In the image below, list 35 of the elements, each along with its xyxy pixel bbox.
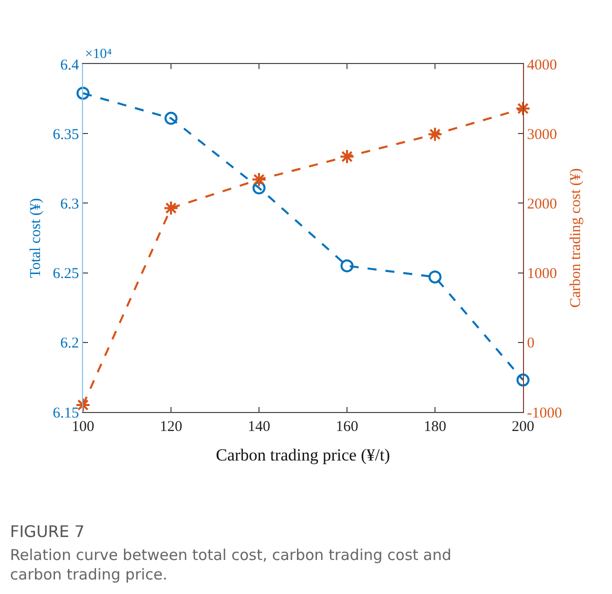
x-tick-label: 160: [336, 419, 358, 435]
y-tick-label: 6.3: [60, 196, 79, 212]
point: [339, 148, 355, 164]
point: [515, 100, 531, 116]
y2-tick-label: 3000: [527, 126, 557, 143]
y-tick-label: 6.4: [60, 57, 80, 74]
y2-tick-label: 4000: [527, 57, 557, 74]
point: [428, 270, 442, 284]
y-tick-label: 6.35: [52, 126, 79, 143]
y2-tick-label: 2000: [527, 196, 557, 212]
x-tick-label: 120: [160, 419, 182, 435]
text: Relation curve between total cost, carbon trading cost and carbon trading price.: [10, 546, 452, 584]
y2-axis-title: Carbon trading cost (¥): [568, 168, 584, 308]
x-tick-label: 140: [248, 419, 270, 435]
y2-tick-label: 0: [527, 336, 534, 352]
y-axis-title: Total cost (¥): [28, 198, 44, 278]
y-tick-label: 6.25: [52, 266, 79, 282]
y-tick-label: 6.2: [60, 336, 79, 352]
point: [251, 172, 267, 188]
y-tick-label: 6.15: [52, 405, 79, 422]
x-tick-label: 180: [424, 419, 446, 435]
point: [252, 181, 266, 194]
caption: FIGURE 7: [10, 522, 85, 541]
text: ×10⁴: [85, 47, 112, 62]
point: [76, 86, 90, 100]
point: [427, 126, 443, 142]
point: [516, 373, 530, 386]
point: [163, 200, 179, 216]
y2-tick-label: -1000: [527, 405, 562, 422]
point: [164, 112, 178, 125]
x-tick-label: 100: [72, 419, 94, 435]
point: [340, 259, 354, 272]
x-axis-title: Carbon trading price (¥/t): [216, 445, 390, 464]
x-tick-label: 200: [512, 419, 534, 435]
y2-tick-label: 1000: [527, 266, 557, 282]
